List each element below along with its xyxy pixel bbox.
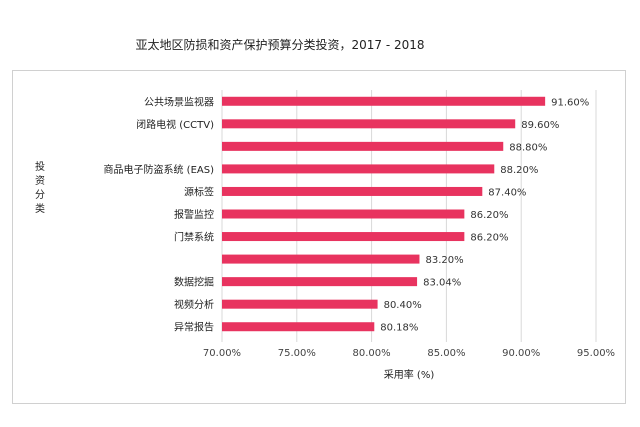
category-label: 视频分析	[174, 298, 214, 311]
data-label: 87.40%	[488, 187, 526, 198]
bar	[222, 119, 516, 129]
category-label: 公共场景监视器	[144, 95, 214, 108]
data-labels: 91.60% 89.60% 88.80% 88.20% 87.40% 86.20% 86.2…	[380, 97, 589, 333]
bar	[222, 141, 504, 151]
category-label: 门禁系统	[174, 231, 214, 244]
category-label: 商品电子防盗系统 (EAS)	[104, 163, 215, 176]
bar	[222, 209, 465, 219]
x-tick-label: 85.00%	[427, 348, 465, 359]
data-label: 86.20%	[470, 210, 508, 221]
category-label: 数据挖掘	[174, 276, 214, 289]
y-axis-label: 投资分类	[35, 160, 45, 215]
category-label: 异常报告	[174, 321, 214, 334]
data-label: 86.20%	[470, 233, 508, 244]
data-label: 83.20%	[425, 255, 463, 266]
chart-title: 亚太地区防损和资产保护预算分类投资，2017 - 2018	[135, 38, 425, 52]
x-tick-label: 70.00%	[203, 348, 241, 359]
bar	[222, 254, 420, 264]
data-label: 89.60%	[521, 120, 559, 131]
bar	[222, 322, 375, 332]
bar	[222, 277, 418, 287]
data-label: 80.40%	[384, 300, 422, 311]
bar	[222, 96, 546, 106]
bar	[222, 164, 495, 174]
x-axis-label: 采用率 (%)	[384, 368, 435, 381]
bar	[222, 232, 465, 242]
category-label: 闭路电视 (CCTV)	[136, 118, 214, 131]
data-label: 83.04%	[423, 278, 461, 289]
chart-frame	[12, 70, 626, 404]
x-tick-label: 95.00%	[577, 348, 615, 359]
bars	[222, 96, 546, 332]
bar	[222, 186, 483, 196]
category-label: 源标签	[184, 185, 214, 198]
category-label: 报警监控	[174, 208, 214, 221]
x-tick-labels: 70.00% 75.00% 80.00% 85.00% 90.00% 95.00%	[203, 348, 615, 359]
data-label: 88.20%	[500, 165, 538, 176]
x-tick-label: 75.00%	[278, 348, 316, 359]
data-label: 80.18%	[380, 323, 418, 334]
data-label: 91.60%	[551, 97, 589, 108]
bar	[222, 299, 378, 309]
data-label: 88.80%	[509, 142, 547, 153]
x-tick-label: 90.00%	[502, 348, 540, 359]
x-tick-label: 80.00%	[353, 348, 391, 359]
